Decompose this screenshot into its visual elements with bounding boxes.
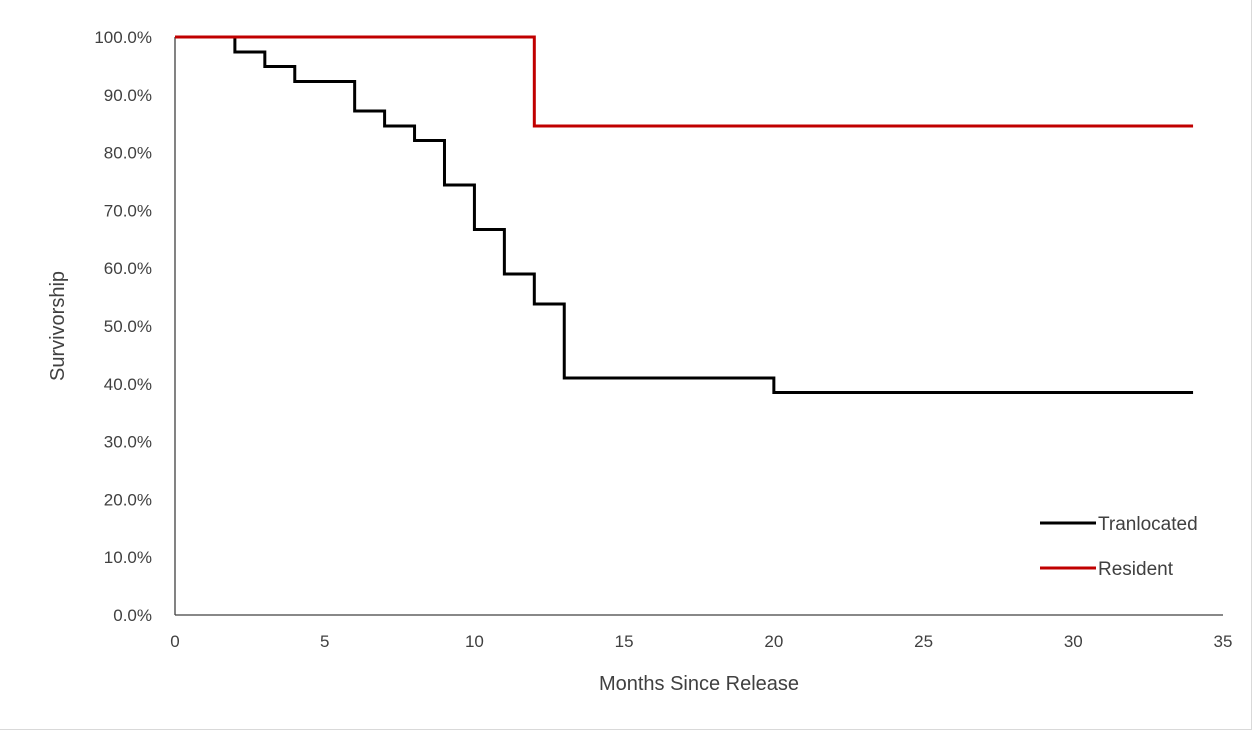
y-tick-label: 70.0% [104, 201, 152, 220]
x-tick-label: 25 [914, 632, 933, 651]
y-axis-tick-labels: 0.0% 10.0% 20.0% 30.0% 40.0% 50.0% 60.0% 70.0% 8… [94, 28, 152, 625]
x-axis-title: Months Since Release [599, 673, 799, 695]
y-tick-label: 50.0% [104, 317, 152, 336]
y-tick-label: 40.0% [104, 375, 152, 394]
x-tick-label: 0 [170, 632, 179, 651]
x-axis-tick-labels: 0 5 10 15 20 25 30 35 [170, 632, 1232, 651]
y-tick-label: 0.0% [113, 606, 152, 625]
x-tick-label: 5 [320, 632, 329, 651]
x-tick-label: 10 [465, 632, 484, 651]
y-tick-label: 20.0% [104, 490, 152, 509]
x-tick-label: 30 [1064, 632, 1083, 651]
y-tick-label: 30.0% [104, 433, 152, 452]
y-tick-label: 80.0% [104, 144, 152, 163]
legend-label-tranlocated: Tranlocated [1098, 514, 1198, 535]
series-line-tranlocated [175, 35, 1194, 394]
y-tick-label: 90.0% [104, 86, 152, 105]
axes [174, 37, 1223, 616]
legend: Tranlocated Resident [1040, 514, 1198, 580]
series-lines [175, 35, 1194, 394]
x-tick-label: 20 [764, 632, 783, 651]
y-tick-label: 10.0% [104, 548, 152, 567]
y-tick-label: 100.0% [94, 28, 152, 47]
x-tick-label: 35 [1214, 632, 1233, 651]
y-tick-label: 60.0% [104, 259, 152, 278]
legend-label-resident: Resident [1098, 559, 1174, 580]
series-line-resident [175, 35, 1194, 128]
x-tick-label: 15 [615, 632, 634, 651]
y-axis-title: Survivorship [47, 271, 69, 381]
